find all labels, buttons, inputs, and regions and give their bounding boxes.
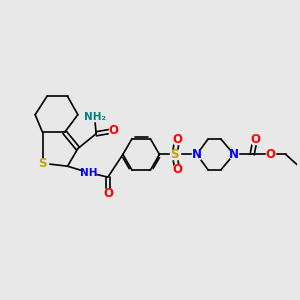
Bar bbox=[82, 169, 95, 177]
Text: S: S bbox=[38, 157, 47, 170]
Text: S: S bbox=[170, 148, 179, 161]
Bar bbox=[173, 135, 182, 143]
Bar bbox=[84, 168, 94, 177]
Bar bbox=[174, 134, 180, 144]
Text: NH: NH bbox=[80, 168, 98, 178]
Bar bbox=[231, 150, 237, 159]
Text: NH₂: NH₂ bbox=[84, 112, 106, 122]
Bar bbox=[252, 134, 258, 144]
Bar bbox=[268, 150, 273, 159]
Bar bbox=[172, 150, 178, 159]
Text: N: N bbox=[192, 148, 202, 161]
Bar bbox=[266, 151, 275, 158]
Text: O: O bbox=[172, 133, 182, 146]
Bar bbox=[230, 151, 238, 158]
Bar bbox=[173, 166, 182, 174]
Text: N: N bbox=[229, 148, 239, 161]
Bar bbox=[86, 112, 103, 121]
Bar bbox=[37, 159, 48, 167]
Bar bbox=[251, 135, 260, 143]
Bar bbox=[109, 127, 118, 135]
Bar bbox=[170, 150, 180, 158]
Bar bbox=[40, 158, 45, 168]
Bar bbox=[103, 190, 112, 197]
Bar bbox=[105, 189, 111, 198]
Text: O: O bbox=[250, 133, 260, 146]
Text: O: O bbox=[108, 124, 118, 137]
Bar bbox=[87, 112, 102, 122]
Bar bbox=[174, 165, 180, 174]
Text: O: O bbox=[172, 163, 182, 176]
Bar bbox=[110, 126, 116, 136]
Bar bbox=[192, 151, 201, 158]
Bar bbox=[194, 150, 200, 159]
Text: O: O bbox=[103, 187, 113, 200]
Text: O: O bbox=[266, 148, 275, 161]
